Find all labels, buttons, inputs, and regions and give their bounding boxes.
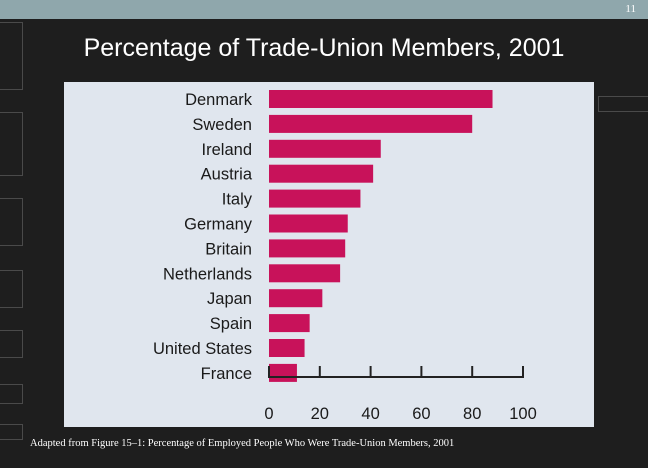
left-decoration bbox=[0, 198, 23, 246]
left-decoration bbox=[0, 112, 23, 176]
category-label: Denmark bbox=[185, 91, 253, 109]
bar-japan bbox=[269, 289, 323, 308]
category-label: United States bbox=[153, 340, 252, 358]
chart-panel: Denmark Sweden Ireland Austria Italy Germany B… bbox=[64, 82, 594, 427]
left-decoration bbox=[0, 384, 23, 404]
x-tick-label: 40 bbox=[361, 405, 379, 423]
left-decoration bbox=[0, 330, 23, 358]
x-tick-label: 60 bbox=[412, 405, 430, 423]
right-decoration bbox=[598, 96, 648, 112]
left-decoration bbox=[0, 270, 23, 308]
page-number: 11 bbox=[625, 3, 636, 15]
category-label: Ireland bbox=[202, 141, 252, 159]
category-label: Japan bbox=[207, 290, 252, 308]
category-label: Austria bbox=[201, 166, 253, 184]
x-tick-label: 0 bbox=[264, 405, 273, 423]
x-tick-label: 100 bbox=[509, 405, 537, 423]
x-tick-label: 80 bbox=[463, 405, 481, 423]
bar-united-states bbox=[269, 339, 305, 357]
bar-austria bbox=[269, 164, 374, 183]
bar-denmark bbox=[269, 90, 493, 108]
figure-caption: Adapted from Figure 15–1: Percentage of … bbox=[30, 438, 455, 449]
category-label: Sweden bbox=[192, 116, 252, 134]
category-label: Britain bbox=[205, 240, 252, 258]
bar-germany bbox=[269, 214, 348, 233]
left-decoration bbox=[0, 22, 23, 90]
top-band: 11 bbox=[0, 0, 648, 19]
slide-title: Percentage of Trade-Union Members, 2001 bbox=[83, 34, 565, 62]
category-label: Spain bbox=[210, 315, 252, 333]
category-label: Netherlands bbox=[163, 265, 252, 283]
category-label: Italy bbox=[222, 191, 253, 209]
category-label: France bbox=[201, 365, 252, 383]
x-tick-label: 20 bbox=[311, 405, 329, 423]
bar-netherlands bbox=[269, 264, 341, 283]
bar-chart: Denmark Sweden Ireland Austria Italy Germany B… bbox=[153, 90, 537, 423]
bar-italy bbox=[269, 189, 361, 208]
category-label: Germany bbox=[184, 216, 253, 234]
bar-spain bbox=[269, 314, 310, 333]
bar-france bbox=[269, 363, 297, 382]
bar-britain bbox=[269, 239, 346, 258]
left-decoration bbox=[0, 424, 23, 440]
bar-ireland bbox=[269, 139, 381, 158]
bar-sweden bbox=[269, 114, 473, 133]
